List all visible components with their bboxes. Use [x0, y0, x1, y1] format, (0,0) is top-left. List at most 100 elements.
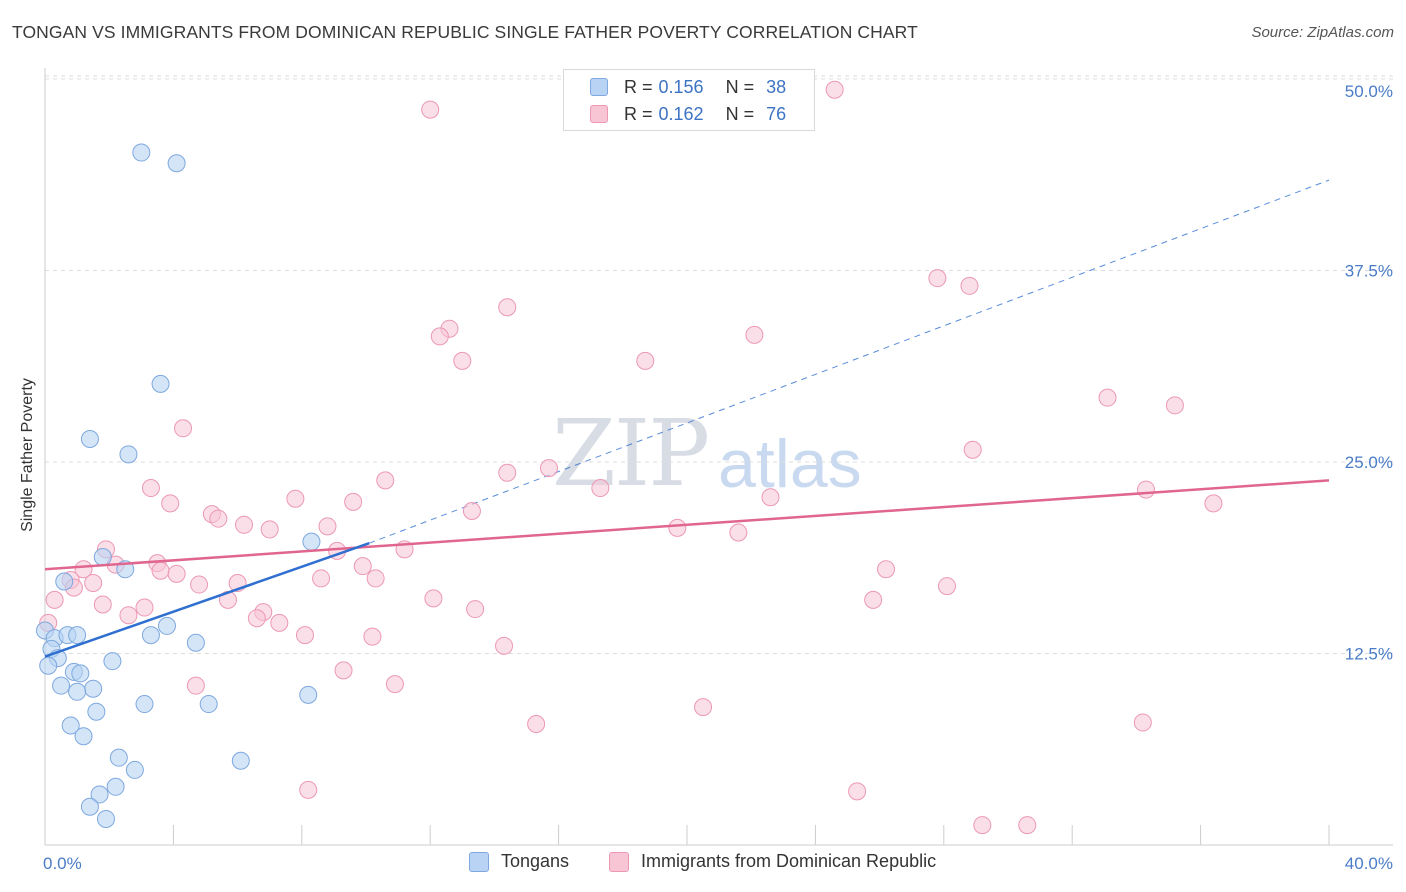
point-tongan — [119, 445, 138, 464]
point-dominican — [119, 606, 138, 625]
legend-n-label: N = — [725, 103, 755, 124]
y-tick-label: 37.5% — [1345, 262, 1393, 281]
x-tick-label: 0.0% — [43, 854, 82, 873]
point-dominican — [366, 569, 385, 588]
points-dominican — [39, 80, 1223, 835]
y-tick-label: 25.0% — [1345, 453, 1393, 472]
point-dominican — [174, 419, 193, 438]
correlation-legend: R = 0.156 N = 38 R = 0.162 N = 76 — [563, 69, 815, 131]
series-legend: Tongans Immigrants from Dominican Republ… — [0, 851, 1406, 877]
point-dominican — [539, 459, 558, 478]
series-legend-tongan: Tongans — [469, 851, 569, 872]
point-tongan — [55, 572, 74, 591]
point-dominican — [247, 609, 266, 628]
point-dominican — [527, 714, 546, 733]
point-dominican — [668, 518, 687, 537]
point-dominican — [167, 564, 186, 583]
legend-r-value: 0.156 — [658, 76, 704, 97]
point-dominican — [729, 523, 748, 542]
y-tick-label: 50.0% — [1345, 82, 1393, 101]
point-dominican — [299, 780, 318, 799]
point-tongan — [157, 616, 176, 635]
point-dominican — [296, 626, 315, 645]
point-dominican — [825, 80, 844, 99]
point-tongan — [68, 682, 87, 701]
point-tongan — [231, 751, 250, 770]
point-dominican — [960, 276, 979, 295]
legend-row-dominican: R = 0.162 N = 76 — [590, 102, 786, 126]
point-dominican — [318, 517, 337, 536]
series-label-tongan: Tongans — [501, 851, 570, 871]
grid-lines — [45, 75, 1393, 654]
point-dominican — [877, 560, 896, 579]
point-dominican — [745, 325, 764, 344]
point-dominican — [591, 479, 610, 498]
legend-swatch-tongan — [590, 78, 608, 96]
series-legend-dominican: Immigrants from Dominican Republic — [609, 851, 936, 872]
point-dominican — [363, 627, 382, 646]
point-dominican — [190, 575, 209, 594]
point-dominican — [1137, 480, 1156, 499]
point-dominican — [694, 698, 713, 717]
point-tongan — [74, 727, 93, 746]
point-dominican — [74, 560, 93, 579]
source-label: Source: ZipAtlas.com — [1251, 24, 1394, 41]
point-dominican — [424, 589, 443, 608]
point-dominican — [498, 298, 517, 317]
point-tongan — [96, 809, 115, 828]
point-dominican — [462, 502, 481, 521]
point-dominican — [209, 509, 228, 528]
series-label-dominican: Immigrants from Dominican Republic — [641, 851, 937, 871]
point-tongan — [93, 547, 112, 566]
point-tongan — [135, 695, 154, 714]
point-tongan — [167, 154, 186, 173]
point-dominican — [141, 479, 160, 498]
y-tick-label: 12.5% — [1345, 645, 1393, 664]
trend-line-dominican — [44, 479, 1330, 571]
legend-row-tongan: R = 0.156 N = 38 — [590, 75, 786, 99]
points-tongan — [36, 143, 321, 828]
point-dominican — [1018, 816, 1037, 835]
point-dominican — [453, 351, 472, 370]
point-dominican — [312, 569, 331, 588]
legend-n-label: N = — [725, 76, 755, 97]
point-dominican — [385, 675, 404, 694]
point-dominican — [498, 463, 517, 482]
point-dominican — [344, 492, 363, 511]
point-dominican — [161, 494, 180, 513]
point-tongan — [199, 695, 218, 714]
tick-labels: 12.5% 25.0% 37.5% 50.0% 0.0% 40.0% — [43, 82, 1393, 873]
legend-n-value: 38 — [766, 76, 787, 97]
point-dominican — [938, 577, 957, 596]
point-dominican — [93, 595, 112, 614]
x-tick-label: 40.0% — [1345, 854, 1393, 873]
point-dominican — [466, 600, 485, 619]
point-tongan — [106, 777, 125, 796]
point-tongan — [80, 797, 99, 816]
legend-swatch-dominican — [590, 105, 608, 123]
point-tongan — [90, 785, 109, 804]
point-dominican — [260, 520, 279, 539]
point-dominican — [848, 782, 867, 801]
chart-title: TONGAN VS IMMIGRANTS FROM DOMINICAN REPU… — [12, 22, 918, 42]
trend-line-tongan-extension — [369, 179, 1330, 544]
point-tongan — [71, 664, 90, 683]
point-dominican — [45, 590, 64, 609]
point-tongan — [52, 676, 71, 695]
trend-lines — [44, 479, 1330, 658]
point-tongan — [84, 679, 103, 698]
series-swatch-tongan — [469, 851, 489, 872]
point-dominican — [1165, 396, 1184, 415]
point-tongan — [61, 716, 80, 735]
point-tongan — [302, 532, 321, 551]
point-dominican — [235, 515, 254, 534]
point-dominican — [1204, 494, 1223, 513]
point-tongan — [132, 143, 151, 162]
point-tongan — [80, 430, 99, 449]
point-dominican — [151, 561, 170, 580]
legend-r-value: 0.162 — [658, 103, 704, 124]
point-dominican — [963, 440, 982, 459]
point-dominican — [270, 613, 289, 632]
legend-r-label: R = — [624, 103, 653, 124]
point-dominican — [430, 327, 449, 346]
